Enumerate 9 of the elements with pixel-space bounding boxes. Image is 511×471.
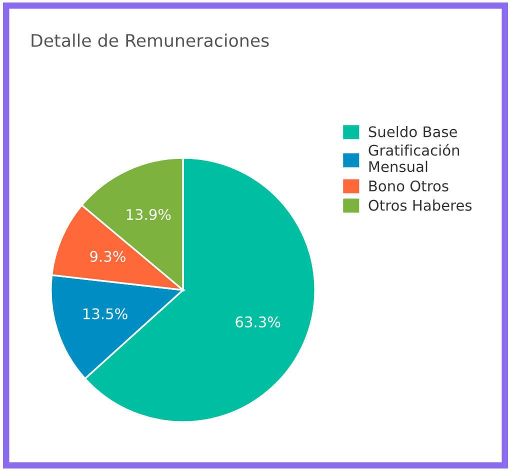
data-label: 9.3% <box>90 250 126 262</box>
legend-label: Sueldo Base <box>368 126 457 138</box>
data-label: 13.5% <box>83 308 128 320</box>
data-label: 13.9% <box>126 209 171 220</box>
legend-label: Otros Haberes <box>368 200 472 211</box>
legend-label: Bono Otros <box>369 180 448 192</box>
data-label: 63.3% <box>236 316 280 328</box>
chart-title: Detalle de Remuneraciones <box>32 34 269 48</box>
legend-label: Gratificación Mensual <box>368 144 460 172</box>
